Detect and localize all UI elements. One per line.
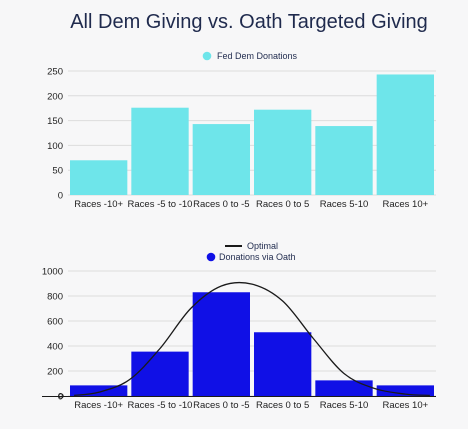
y-tick-label: 100 (47, 141, 63, 152)
y-tick-label: 400 (47, 342, 63, 353)
legend-marker (206, 252, 216, 262)
x-tick-label: Races 0 to -5 (193, 199, 250, 210)
x-tick-label: Races -10+ (74, 400, 123, 411)
y-tick-label: 250 (47, 67, 63, 78)
baseline-marker (58, 393, 64, 399)
bar (131, 351, 189, 396)
legend-label: Donations via Oath (219, 252, 296, 262)
bar (254, 109, 312, 195)
y-tick-label: 150 (47, 116, 63, 127)
bar (192, 292, 250, 396)
x-tick-label: Races 0 to 5 (256, 400, 309, 411)
x-tick-label: Races 0 to -5 (193, 400, 250, 411)
bar (70, 160, 128, 195)
x-tick-label: Races 10+ (382, 199, 428, 210)
bar (192, 124, 250, 195)
bar (315, 380, 373, 396)
legend-label: Optimal (247, 241, 278, 251)
y-tick-label: 200 (47, 91, 63, 102)
legend-marker (202, 51, 212, 61)
bar (254, 332, 312, 396)
x-tick-label: Races -10+ (74, 199, 123, 210)
optimal-curve (74, 281, 430, 397)
bar (376, 385, 434, 396)
legend-label: Fed Dem Donations (217, 51, 298, 61)
x-tick-label: Races 5-10 (320, 400, 369, 411)
chart-title: All Dem Giving vs. Oath Targeted Giving (70, 11, 428, 33)
bar (131, 107, 189, 195)
y-tick-label: 200 (47, 367, 63, 378)
x-tick-label: Races -5 to -10 (128, 199, 193, 210)
bar (315, 126, 373, 195)
x-tick-label: Races -5 to -10 (128, 400, 193, 411)
x-tick-label: Races 5-10 (320, 199, 369, 210)
y-tick-label: 50 (52, 166, 63, 177)
y-tick-label: 1000 (42, 267, 63, 278)
x-tick-label: Races 10+ (382, 400, 428, 411)
y-tick-label: 800 (47, 292, 63, 303)
x-tick-label: Races 0 to 5 (256, 199, 309, 210)
bar (70, 385, 128, 396)
y-tick-label: 600 (47, 317, 63, 328)
y-tick-label: 0 (58, 191, 63, 202)
bar (376, 74, 434, 195)
